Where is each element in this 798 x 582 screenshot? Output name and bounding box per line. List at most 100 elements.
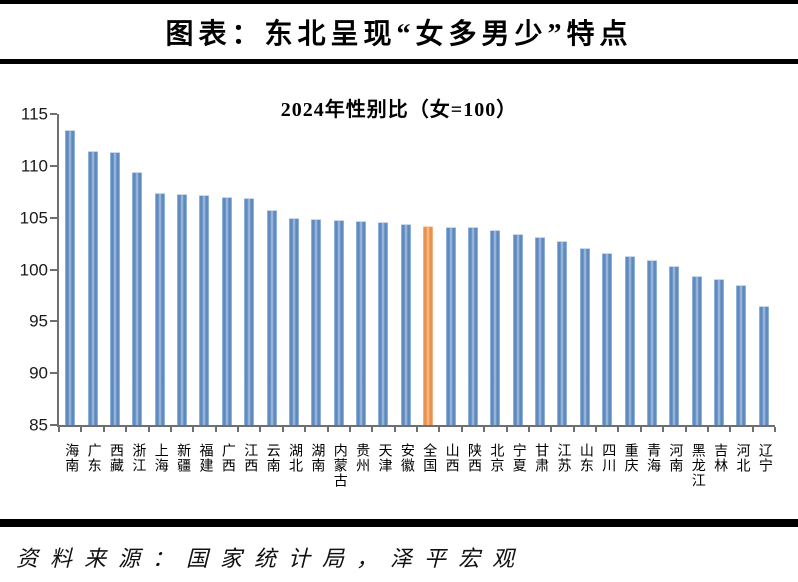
bar — [109, 152, 120, 425]
x-category-label: 江西 — [242, 443, 258, 473]
x-tick-mark — [214, 427, 217, 432]
x-category-label: 广西 — [219, 443, 235, 473]
bar — [65, 129, 76, 425]
bar-slot — [663, 114, 685, 425]
bar-slot — [596, 114, 618, 425]
x-category-label: 陕西 — [465, 443, 481, 473]
y-tick-mark — [50, 164, 57, 167]
bar — [87, 151, 98, 425]
title-divider-rule — [0, 59, 798, 64]
x-category-label: 全国 — [421, 443, 437, 473]
y-tick-mark — [50, 113, 57, 115]
bar-slot — [753, 114, 775, 425]
bar — [177, 193, 188, 425]
x-category-label: 山东 — [577, 443, 593, 473]
x-category-label: 宁夏 — [510, 443, 526, 473]
bar-slot — [395, 114, 417, 425]
bar-slot — [686, 114, 708, 425]
x-category-label: 河北 — [734, 443, 750, 473]
y-tick-label: 85 — [29, 415, 48, 435]
bar-slot — [462, 114, 484, 425]
y-tick-mark — [50, 216, 57, 219]
y-tick-mark — [50, 320, 57, 323]
bar — [244, 198, 255, 425]
x-category-label: 甘肃 — [533, 443, 549, 473]
bar — [624, 256, 635, 425]
x-category-label: 青海 — [644, 443, 660, 473]
bar-slot — [149, 114, 171, 425]
x-category-label: 黑龙江 — [689, 443, 705, 488]
chart-title: 2024年性别比（女=100） — [280, 99, 518, 121]
bar-slot — [238, 114, 260, 425]
x-tick-mark — [416, 427, 418, 432]
bar — [132, 172, 143, 425]
bar — [467, 227, 478, 425]
source-note: 资料来源：国家统计局，泽平宏观 — [16, 546, 527, 571]
x-tick-mark — [237, 427, 239, 432]
x-tick-mark — [169, 427, 172, 432]
x-category-label: 四川 — [600, 443, 616, 473]
bar — [736, 285, 747, 425]
x-tick-mark — [483, 427, 486, 432]
x-tick-mark — [58, 427, 60, 432]
bar-slot — [260, 114, 282, 425]
bar — [333, 219, 344, 425]
footer-divider-rule — [0, 519, 798, 527]
x-tick-mark — [774, 427, 776, 432]
y-tick-label: 100 — [19, 260, 48, 279]
x-tick-mark — [527, 427, 530, 432]
x-category-label: 重庆 — [622, 443, 638, 473]
bar-slot — [81, 114, 103, 425]
x-tick-mark — [572, 427, 575, 432]
x-category-label: 吉林 — [712, 443, 728, 473]
bar — [535, 237, 546, 425]
x-tick-mark — [505, 427, 508, 432]
x-category-label: 辽宁 — [756, 443, 772, 473]
x-category-label: 安徽 — [398, 443, 414, 473]
x-category-label: 河南 — [667, 443, 683, 473]
bar-slot — [618, 114, 640, 425]
bar — [400, 223, 411, 425]
x-category-label: 西藏 — [107, 443, 123, 473]
x-tick-mark — [326, 427, 329, 432]
x-tick-mark — [304, 427, 307, 432]
bar — [691, 275, 702, 425]
bar-slot — [708, 114, 730, 425]
x-category-label: 福建 — [197, 443, 213, 473]
bar-slot — [328, 114, 350, 425]
bar — [714, 278, 725, 425]
bar-slot — [484, 114, 506, 425]
bar — [646, 260, 657, 425]
bar-slot — [171, 114, 193, 425]
bar — [579, 247, 590, 425]
bar — [378, 221, 389, 425]
x-category-label: 贵州 — [354, 443, 370, 473]
bar-slot — [574, 114, 596, 425]
bar-slot — [104, 114, 126, 425]
x-tick-mark — [192, 427, 195, 432]
x-category-label: 上海 — [152, 443, 168, 473]
y-tick-mark — [50, 424, 57, 426]
bar-slot — [529, 114, 551, 425]
bars-group — [59, 114, 775, 425]
bar — [490, 230, 501, 425]
bar-slot — [305, 114, 327, 425]
x-tick-mark — [438, 427, 441, 432]
bar-slot — [283, 114, 305, 425]
x-tick-mark — [460, 427, 463, 432]
bar-slot — [417, 114, 439, 425]
bar-slot — [730, 114, 752, 425]
x-tick-mark — [662, 427, 665, 432]
bar — [445, 227, 456, 425]
x-tick-mark — [80, 427, 83, 432]
bar — [154, 192, 165, 425]
x-tick-mark — [729, 427, 732, 432]
x-tick-mark — [550, 427, 553, 432]
x-tick-mark — [751, 427, 754, 432]
bar — [311, 218, 322, 425]
report-title: 图表：东北呈现“女多男少”特点 — [165, 19, 633, 50]
x-tick-mark — [281, 427, 284, 432]
bar — [288, 217, 299, 425]
x-tick-mark — [348, 427, 351, 432]
x-tick-mark — [595, 427, 597, 432]
